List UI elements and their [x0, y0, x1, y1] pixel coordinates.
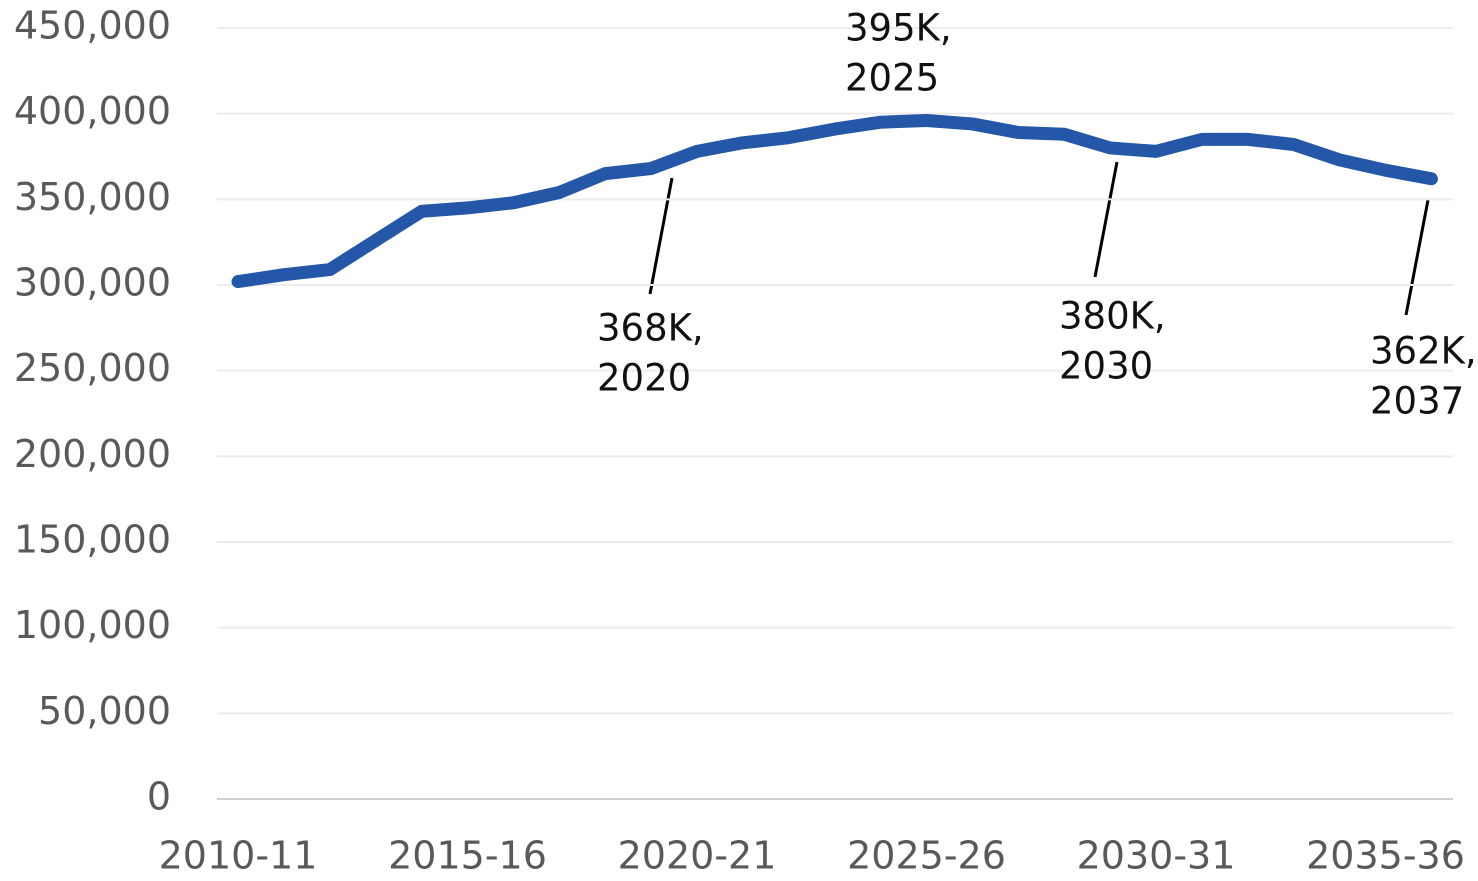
leader-line	[1404, 199, 1430, 316]
annotation: 395K,	[845, 7, 952, 50]
y-tick-label: 450,000	[14, 4, 171, 48]
x-tick-label: 2030-31	[1077, 834, 1236, 878]
y-tick-label: 400,000	[14, 89, 171, 133]
data-line	[231, 114, 1438, 289]
y-tick-label: 200,000	[14, 432, 171, 476]
y-tick-label: 350,000	[14, 175, 171, 219]
leader-line	[1093, 161, 1119, 278]
x-tick-label: 2020-21	[618, 834, 777, 878]
x-tick-label: 2015-16	[388, 834, 547, 878]
y-tick-label: 300,000	[14, 261, 171, 305]
y-tick-label: 50,000	[38, 689, 171, 733]
y-tick-label: 0	[147, 775, 171, 819]
annotation: 368K,	[597, 307, 704, 350]
x-tick-label: 2025-26	[847, 834, 1006, 878]
y-tick-label: 100,000	[14, 603, 171, 647]
annotation: 2025	[845, 57, 939, 100]
annotation: 362K,	[1370, 330, 1477, 373]
y-tick-label: 150,000	[14, 518, 171, 562]
x-tick-label: 2010-11	[159, 834, 318, 878]
annotation: 2020	[597, 357, 691, 400]
annotation: 380K,	[1059, 295, 1166, 338]
y-tick-label: 250,000	[14, 346, 171, 390]
annotation: 2030	[1059, 345, 1153, 388]
x-tick-label: 2035-36	[1306, 834, 1465, 878]
annotation: 2037	[1370, 380, 1464, 423]
leader-line	[648, 177, 674, 295]
